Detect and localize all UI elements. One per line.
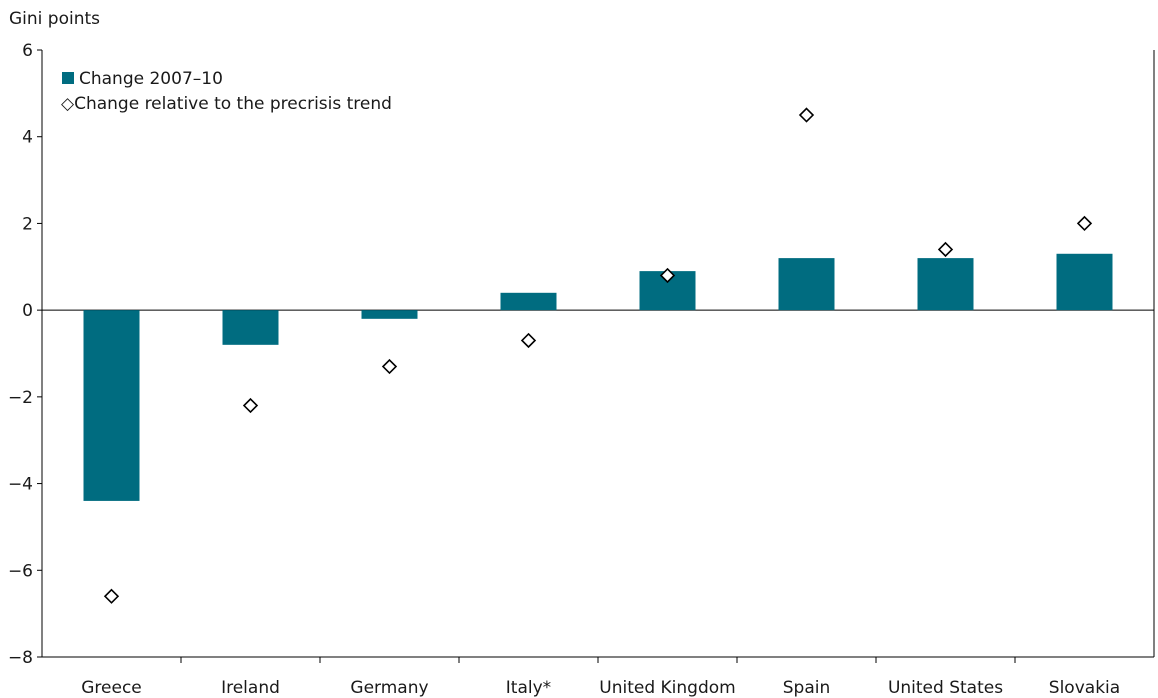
y-tick-label: 2: [22, 214, 33, 234]
y-tick-label: 6: [22, 41, 33, 61]
bar: [361, 310, 418, 319]
x-axis: Greece Ireland Germany Italy* United Kingdom…: [42, 656, 1154, 698]
legend-swatch-bars: [62, 72, 74, 84]
y-axis-title: Gini points: [9, 9, 100, 29]
bar: [500, 292, 557, 311]
y-tick-label: −2: [8, 388, 33, 408]
y-tick-label: −8: [8, 648, 33, 668]
x-tick-label: Greece: [81, 678, 142, 698]
y-tick-label: −4: [8, 475, 33, 495]
x-tick-label: Ireland: [221, 678, 280, 698]
x-tick-label: Spain: [783, 678, 831, 698]
y-tick-label: 4: [22, 128, 33, 148]
legend-label-bars: Change 2007–10: [79, 69, 223, 89]
diamond-marker: [798, 107, 815, 123]
bar: [1056, 253, 1113, 311]
y-tick-label: 0: [22, 301, 33, 321]
y-axis: 6 4 2 0 −2 −4 −6 −8: [8, 41, 1155, 668]
diamond-marker: [103, 588, 120, 604]
bar-series: [83, 253, 1113, 501]
x-tick-label: United Kingdom: [599, 678, 735, 698]
bar: [917, 258, 974, 311]
y-tick-label: −6: [8, 561, 33, 581]
x-tick-label: Italy*: [506, 678, 551, 698]
marker-series: [103, 107, 1093, 604]
diamond-marker: [1076, 215, 1093, 232]
diamond-marker: [242, 397, 259, 414]
x-tick-label: Slovakia: [1049, 678, 1120, 698]
x-tick-label: United States: [888, 678, 1003, 698]
legend-label-markers: ◇Change relative to the precrisis trend: [61, 94, 392, 114]
bar: [778, 258, 835, 311]
diamond-marker: [937, 241, 954, 258]
diamond-marker: [381, 358, 398, 375]
x-tick-label: Germany: [350, 678, 428, 698]
bar: [222, 310, 279, 345]
legend: Change 2007–10 ◇Change relative to the p…: [61, 69, 392, 114]
diamond-marker: [520, 332, 537, 349]
bar: [83, 310, 140, 501]
diamond-marker: [659, 267, 676, 284]
